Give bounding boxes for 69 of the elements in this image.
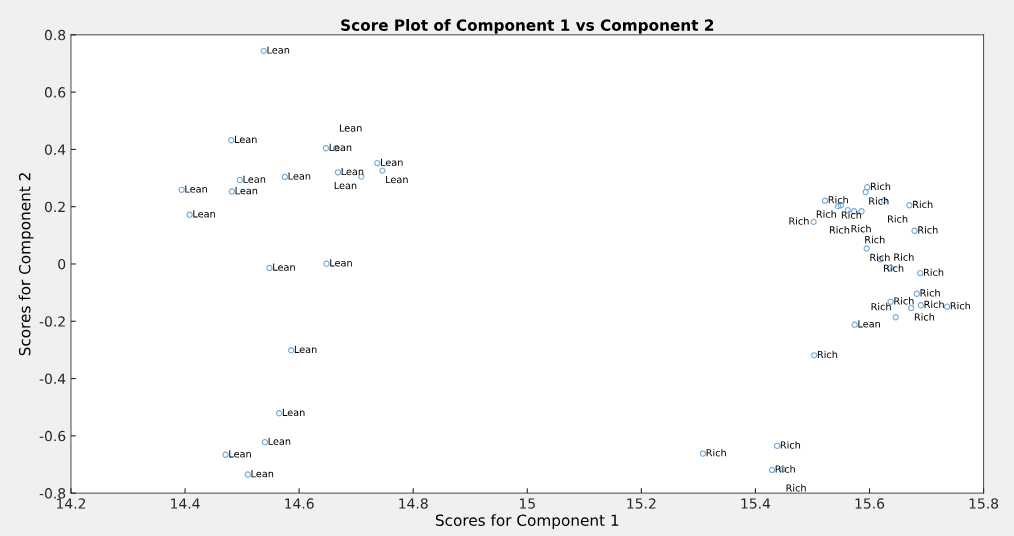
- annotation: Lean: [858, 320, 880, 328]
- x-tick-label: 14.4: [171, 498, 200, 509]
- y-tick-label: 0.6: [44, 87, 66, 98]
- annotation: Lean: [330, 259, 352, 267]
- y-tick-label: 0: [58, 258, 66, 270]
- annotation: Rich: [706, 448, 726, 457]
- annotation: Lean: [334, 181, 357, 190]
- annotation: Rich: [828, 195, 848, 204]
- y-tick-label: 0.2: [44, 201, 65, 213]
- annotation: Rich: [780, 441, 801, 449]
- y-tick-label: -0.2: [39, 316, 65, 327]
- annotation: Lean: [251, 470, 274, 478]
- annotation: Rich: [865, 235, 885, 244]
- x-tick-label: 14.8: [399, 498, 428, 509]
- annotation: Rich: [894, 297, 914, 305]
- annotation: Rich: [913, 200, 933, 209]
- annotation: Lean: [234, 135, 257, 144]
- annotation: Lean: [229, 450, 251, 458]
- annotation: Lean: [341, 167, 364, 176]
- annotation: Rich: [894, 253, 914, 261]
- x-axis-title: Scores for Component 1: [435, 514, 619, 529]
- chart-title: Score Plot of Component 1 vs Component 2: [341, 19, 714, 34]
- annotation: Lean: [268, 437, 291, 445]
- x-tick-label: 15: [519, 498, 535, 509]
- x-tick-label: 15.2: [627, 498, 656, 509]
- annotation: Rich: [871, 302, 891, 311]
- annotation: Rich: [816, 210, 836, 218]
- annotation: Rich: [870, 253, 890, 262]
- annotation: Rich: [817, 350, 838, 359]
- annotation: Rich: [869, 197, 889, 205]
- x-tick-label: 15.6: [855, 498, 885, 509]
- y-tick-label: -0.8: [39, 488, 66, 499]
- y-tick-label: 0.4: [44, 144, 66, 155]
- x-tick-label: 15.8: [969, 498, 999, 509]
- annotation: Rich: [920, 289, 940, 297]
- x-tick-label: 14.2: [57, 498, 86, 509]
- annotation: Rich: [884, 264, 904, 272]
- annotation: Lean: [288, 172, 311, 180]
- annotation: Rich: [775, 465, 795, 473]
- annotation: Rich: [786, 484, 806, 492]
- annotation: Lean: [243, 175, 266, 183]
- y-axis-title: Scores for Component 2: [18, 173, 34, 356]
- y-tick-label: -0.6: [39, 430, 66, 442]
- annotation: Rich: [918, 226, 938, 234]
- x-tick-label: 14.6: [285, 498, 314, 509]
- annotation: Lean: [386, 175, 408, 184]
- y-tick-label: -0.4: [39, 373, 66, 385]
- y-tick-label: 0.8: [44, 29, 66, 41]
- annotation: Rich: [888, 215, 908, 223]
- annotation: Lean: [282, 408, 305, 417]
- annotation: Rich: [870, 182, 891, 191]
- annotation: Lean: [193, 210, 215, 218]
- annotation: Rich: [789, 217, 809, 225]
- annotation: Rich: [841, 211, 862, 219]
- annotation: Lean: [235, 187, 258, 195]
- annotation: Lean: [339, 124, 362, 132]
- annotation: Lean: [329, 143, 352, 152]
- annotation: Lean: [381, 158, 403, 166]
- annotation: Rich: [914, 313, 935, 321]
- annotation: Rich: [829, 226, 850, 234]
- annotation: Lean: [294, 345, 317, 354]
- annotation: Lean: [273, 263, 295, 271]
- annotation: Lean: [185, 185, 207, 193]
- annotation: Rich: [950, 301, 970, 310]
- annotation: Lean: [267, 46, 290, 54]
- annotation: Rich: [924, 268, 944, 276]
- annotation: Rich: [924, 300, 944, 309]
- annotation: Rich: [851, 224, 871, 233]
- x-tick-label: 15.4: [741, 498, 771, 509]
